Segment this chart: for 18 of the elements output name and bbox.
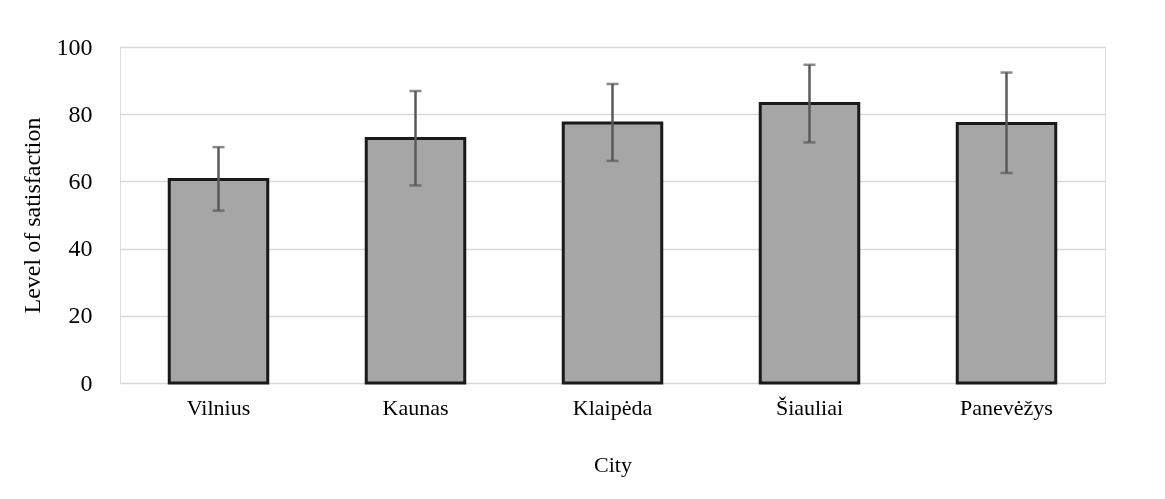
x-axis-title: City [594,451,632,477]
bar [167,177,270,385]
y-tick-label: 40 [68,235,93,262]
x-tick-label: Kaunas [382,394,449,420]
x-tick-label: Panevėžys [960,394,1053,420]
bar [561,121,664,385]
y-tick-label: 100 [56,33,93,60]
x-tick-label: Šiauliai [775,394,844,420]
y-tick-label: 80 [68,100,93,127]
y-tick-label: 0 [80,369,93,396]
y-tick-label: 60 [68,167,93,194]
bar [364,136,467,385]
y-axis-title: Level of satisfaction [18,117,45,314]
bar [758,101,861,385]
bar [955,122,1058,385]
x-tick-label: Klaipėda [572,394,653,420]
y-tick-label: 20 [68,302,93,329]
x-tick-label: Vilnius [186,394,251,420]
